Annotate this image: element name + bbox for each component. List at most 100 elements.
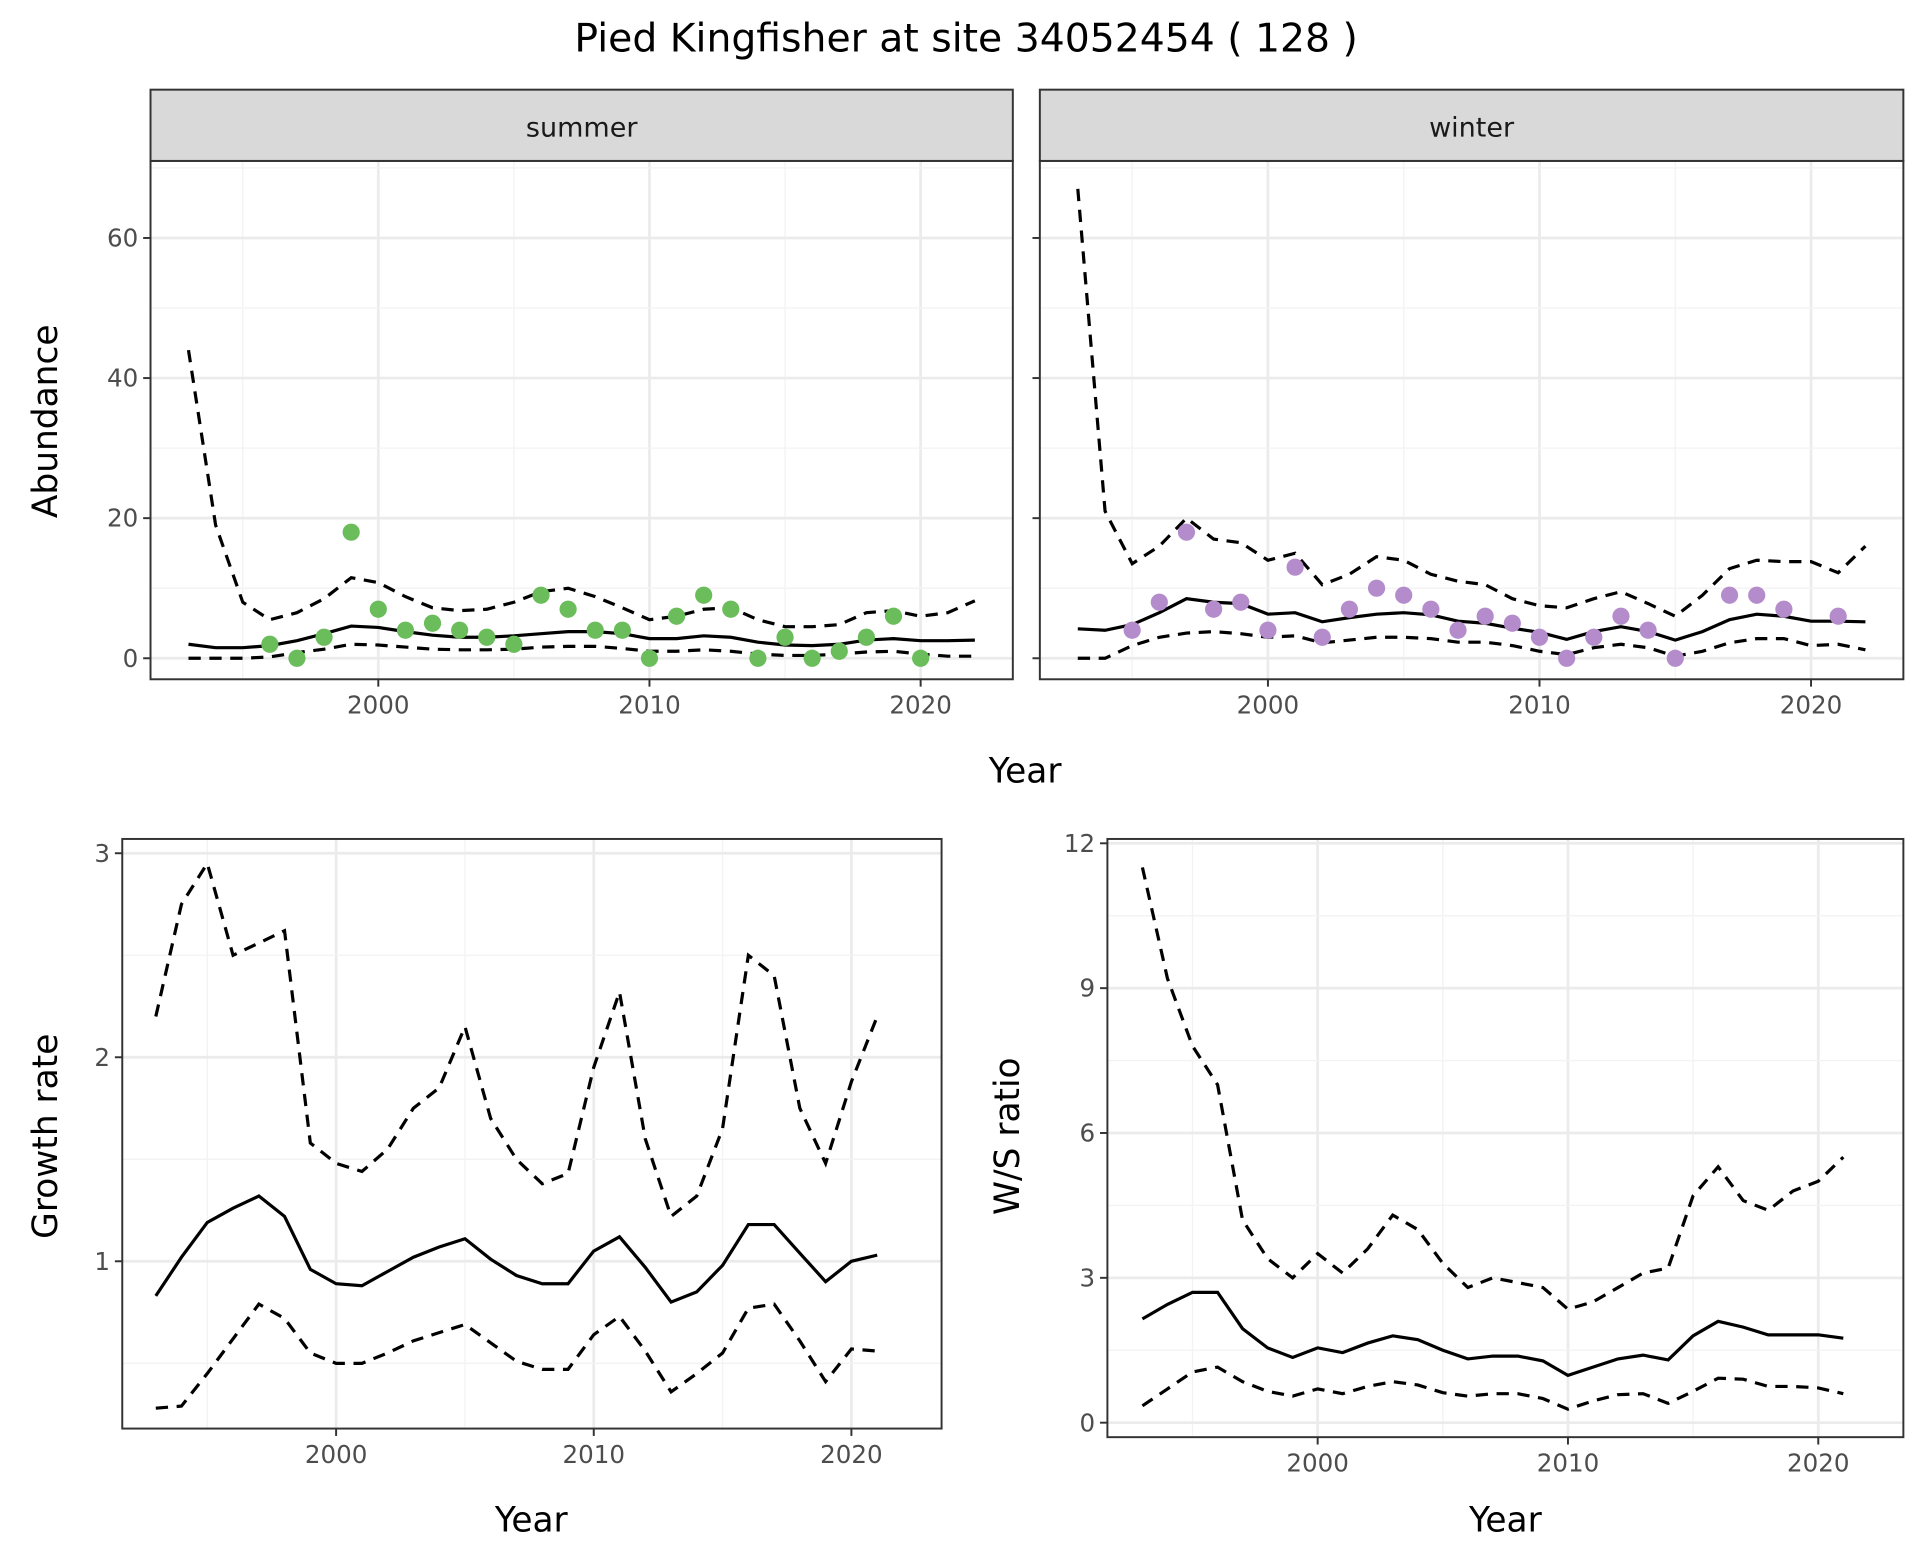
data-point bbox=[1150, 593, 1168, 611]
y-tick-label: 3 bbox=[1079, 1263, 1095, 1292]
data-point bbox=[1775, 600, 1793, 618]
data-point bbox=[667, 607, 686, 625]
upper-bound-line bbox=[1140, 867, 1845, 1311]
mean-line bbox=[1077, 597, 1866, 642]
x-tick-label: 2000 bbox=[347, 691, 409, 720]
panel-border bbox=[1106, 837, 1905, 1439]
data-point bbox=[586, 621, 604, 639]
data-point bbox=[505, 635, 523, 653]
y-tick-label: 0 bbox=[1079, 1408, 1095, 1437]
x-tick-label: 2020 bbox=[1780, 691, 1842, 720]
data-point bbox=[695, 586, 713, 604]
mean-line bbox=[154, 1194, 878, 1304]
data-point bbox=[369, 600, 387, 618]
panel-summer: summer 2000 2010 2020 0 20 40 60 bbox=[107, 88, 1014, 720]
x-axis-label-growth: Year bbox=[494, 1501, 569, 1541]
y-tick-label: 1 bbox=[94, 1247, 110, 1276]
data-point bbox=[749, 649, 767, 667]
data-point bbox=[1585, 628, 1603, 646]
x-tick-label: 2000 bbox=[1237, 691, 1299, 720]
data-point bbox=[1313, 628, 1331, 646]
lower-bound-line bbox=[1077, 630, 1866, 660]
y-axis-label-growth: Growth rate bbox=[26, 1034, 66, 1239]
lower-bound-line bbox=[1141, 1365, 1844, 1411]
data-point bbox=[1286, 558, 1304, 576]
plot-background bbox=[1107, 838, 1904, 1438]
data-point bbox=[1612, 607, 1630, 625]
data-point bbox=[1367, 579, 1386, 597]
data-point bbox=[1530, 628, 1549, 646]
data-point bbox=[803, 649, 821, 667]
y-axis-label-ws: W/S ratio bbox=[988, 1057, 1028, 1215]
data-point bbox=[640, 649, 659, 667]
data-point bbox=[1177, 523, 1196, 541]
data-point bbox=[288, 649, 306, 667]
y-axis-label-abundance: Abundance bbox=[26, 325, 66, 519]
facet-label: winter bbox=[1429, 112, 1515, 143]
data-point bbox=[857, 628, 875, 646]
data-point bbox=[1395, 586, 1413, 604]
data-point bbox=[1748, 586, 1766, 604]
plot-background bbox=[150, 160, 1013, 680]
data-point bbox=[261, 635, 279, 653]
y-tick-label: 60 bbox=[107, 224, 138, 253]
y-tick-label: 40 bbox=[107, 364, 138, 393]
y-tick-label: 9 bbox=[1079, 974, 1095, 1003]
data-point bbox=[1422, 600, 1440, 618]
data-point bbox=[451, 621, 469, 639]
data-point bbox=[1340, 600, 1359, 618]
data-point bbox=[830, 642, 848, 660]
mean-line bbox=[1141, 1290, 1844, 1378]
data-point bbox=[1476, 607, 1494, 625]
panel-border bbox=[121, 837, 943, 1430]
data-point bbox=[478, 628, 496, 646]
x-axis-label-top: Year bbox=[988, 751, 1063, 791]
data-point bbox=[613, 621, 631, 639]
facet-strip bbox=[1038, 88, 1905, 162]
panel-winter: winter 2000 2010 2020 bbox=[1032, 88, 1905, 720]
x-axis-label-ws: Year bbox=[1468, 1501, 1543, 1541]
data-point bbox=[532, 586, 550, 604]
x-tick-label: 2000 bbox=[305, 1440, 367, 1469]
data-point bbox=[1720, 586, 1739, 604]
data-point bbox=[1503, 614, 1521, 632]
y-tick-label: 0 bbox=[123, 644, 139, 673]
data-point bbox=[1259, 621, 1277, 639]
data-point bbox=[912, 649, 930, 667]
facet-strip bbox=[149, 88, 1014, 162]
data-point bbox=[776, 628, 794, 646]
data-point bbox=[884, 607, 903, 625]
data-point bbox=[1829, 607, 1847, 625]
upper-bound-line bbox=[186, 349, 976, 629]
y-tick-label: 2 bbox=[94, 1043, 110, 1072]
y-tick-label: 12 bbox=[1064, 829, 1095, 858]
data-point bbox=[722, 600, 740, 618]
data-point bbox=[423, 614, 442, 632]
data-point bbox=[1639, 621, 1657, 639]
data-point bbox=[1666, 649, 1684, 667]
data-point bbox=[1123, 621, 1141, 639]
data-point bbox=[1205, 600, 1223, 618]
y-tick-label: 20 bbox=[107, 504, 138, 533]
data-point bbox=[1449, 621, 1467, 639]
x-tick-label: 2020 bbox=[820, 1440, 882, 1469]
y-tick-label: 3 bbox=[94, 839, 110, 868]
upper-bound-line bbox=[1076, 188, 1867, 619]
data-point bbox=[342, 523, 360, 541]
x-tick-label: 2010 bbox=[563, 1440, 625, 1469]
x-tick-label: 2010 bbox=[1537, 1449, 1599, 1478]
panel-panel2: 2000 2010 2020 1 2 3 bbox=[94, 837, 943, 1469]
data-point bbox=[1232, 593, 1250, 611]
lower-bound-line bbox=[155, 1302, 878, 1410]
facet-label: summer bbox=[526, 112, 638, 143]
data-point bbox=[1558, 649, 1576, 667]
chart-title: Pied Kingfisher at site 34052454 ( 128 ) bbox=[574, 17, 1357, 62]
x-tick-label: 2010 bbox=[1508, 691, 1570, 720]
panel-panel3: 2000 2010 2020 0 3 6 9 12 bbox=[1064, 829, 1905, 1478]
x-tick-label: 2010 bbox=[618, 691, 680, 720]
x-tick-label: 2020 bbox=[889, 691, 951, 720]
data-point bbox=[315, 628, 333, 646]
data-point bbox=[559, 600, 577, 618]
y-tick-label: 6 bbox=[1079, 1119, 1095, 1148]
